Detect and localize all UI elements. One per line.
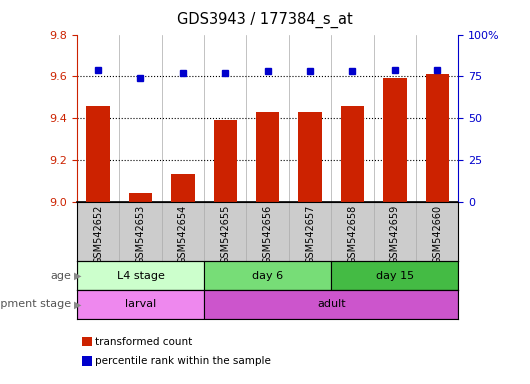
- Bar: [256, 112, 279, 202]
- Bar: [383, 78, 407, 202]
- Text: GSM542656: GSM542656: [263, 205, 272, 264]
- Text: transformed count: transformed count: [95, 337, 192, 347]
- Bar: [77, 290, 204, 319]
- Bar: [129, 193, 152, 202]
- Text: L4 stage: L4 stage: [117, 270, 164, 281]
- Bar: [86, 106, 110, 202]
- Bar: [77, 261, 204, 290]
- Text: day 6: day 6: [252, 270, 283, 281]
- Bar: [298, 112, 322, 202]
- Text: GSM542652: GSM542652: [93, 205, 103, 264]
- Bar: [204, 290, 458, 319]
- Bar: [331, 261, 458, 290]
- Text: adult: adult: [317, 299, 346, 310]
- Text: GSM542659: GSM542659: [390, 205, 400, 264]
- Text: ▶: ▶: [74, 270, 82, 281]
- Bar: [214, 120, 237, 202]
- Text: ▶: ▶: [74, 299, 82, 310]
- Bar: [341, 106, 364, 202]
- Text: GSM542660: GSM542660: [432, 205, 442, 264]
- Text: GSM542657: GSM542657: [305, 205, 315, 264]
- Text: GSM542654: GSM542654: [178, 205, 188, 264]
- Text: day 15: day 15: [376, 270, 414, 281]
- Text: percentile rank within the sample: percentile rank within the sample: [95, 356, 271, 366]
- Bar: [171, 174, 195, 202]
- Text: GSM542655: GSM542655: [220, 205, 230, 264]
- Text: development stage: development stage: [0, 299, 72, 310]
- Bar: [204, 261, 331, 290]
- Text: larval: larval: [125, 299, 156, 310]
- Text: age: age: [51, 270, 72, 281]
- Text: GDS3943 / 177384_s_at: GDS3943 / 177384_s_at: [177, 12, 353, 28]
- Text: GSM542653: GSM542653: [136, 205, 145, 264]
- Bar: [426, 74, 449, 202]
- Text: GSM542658: GSM542658: [348, 205, 357, 264]
